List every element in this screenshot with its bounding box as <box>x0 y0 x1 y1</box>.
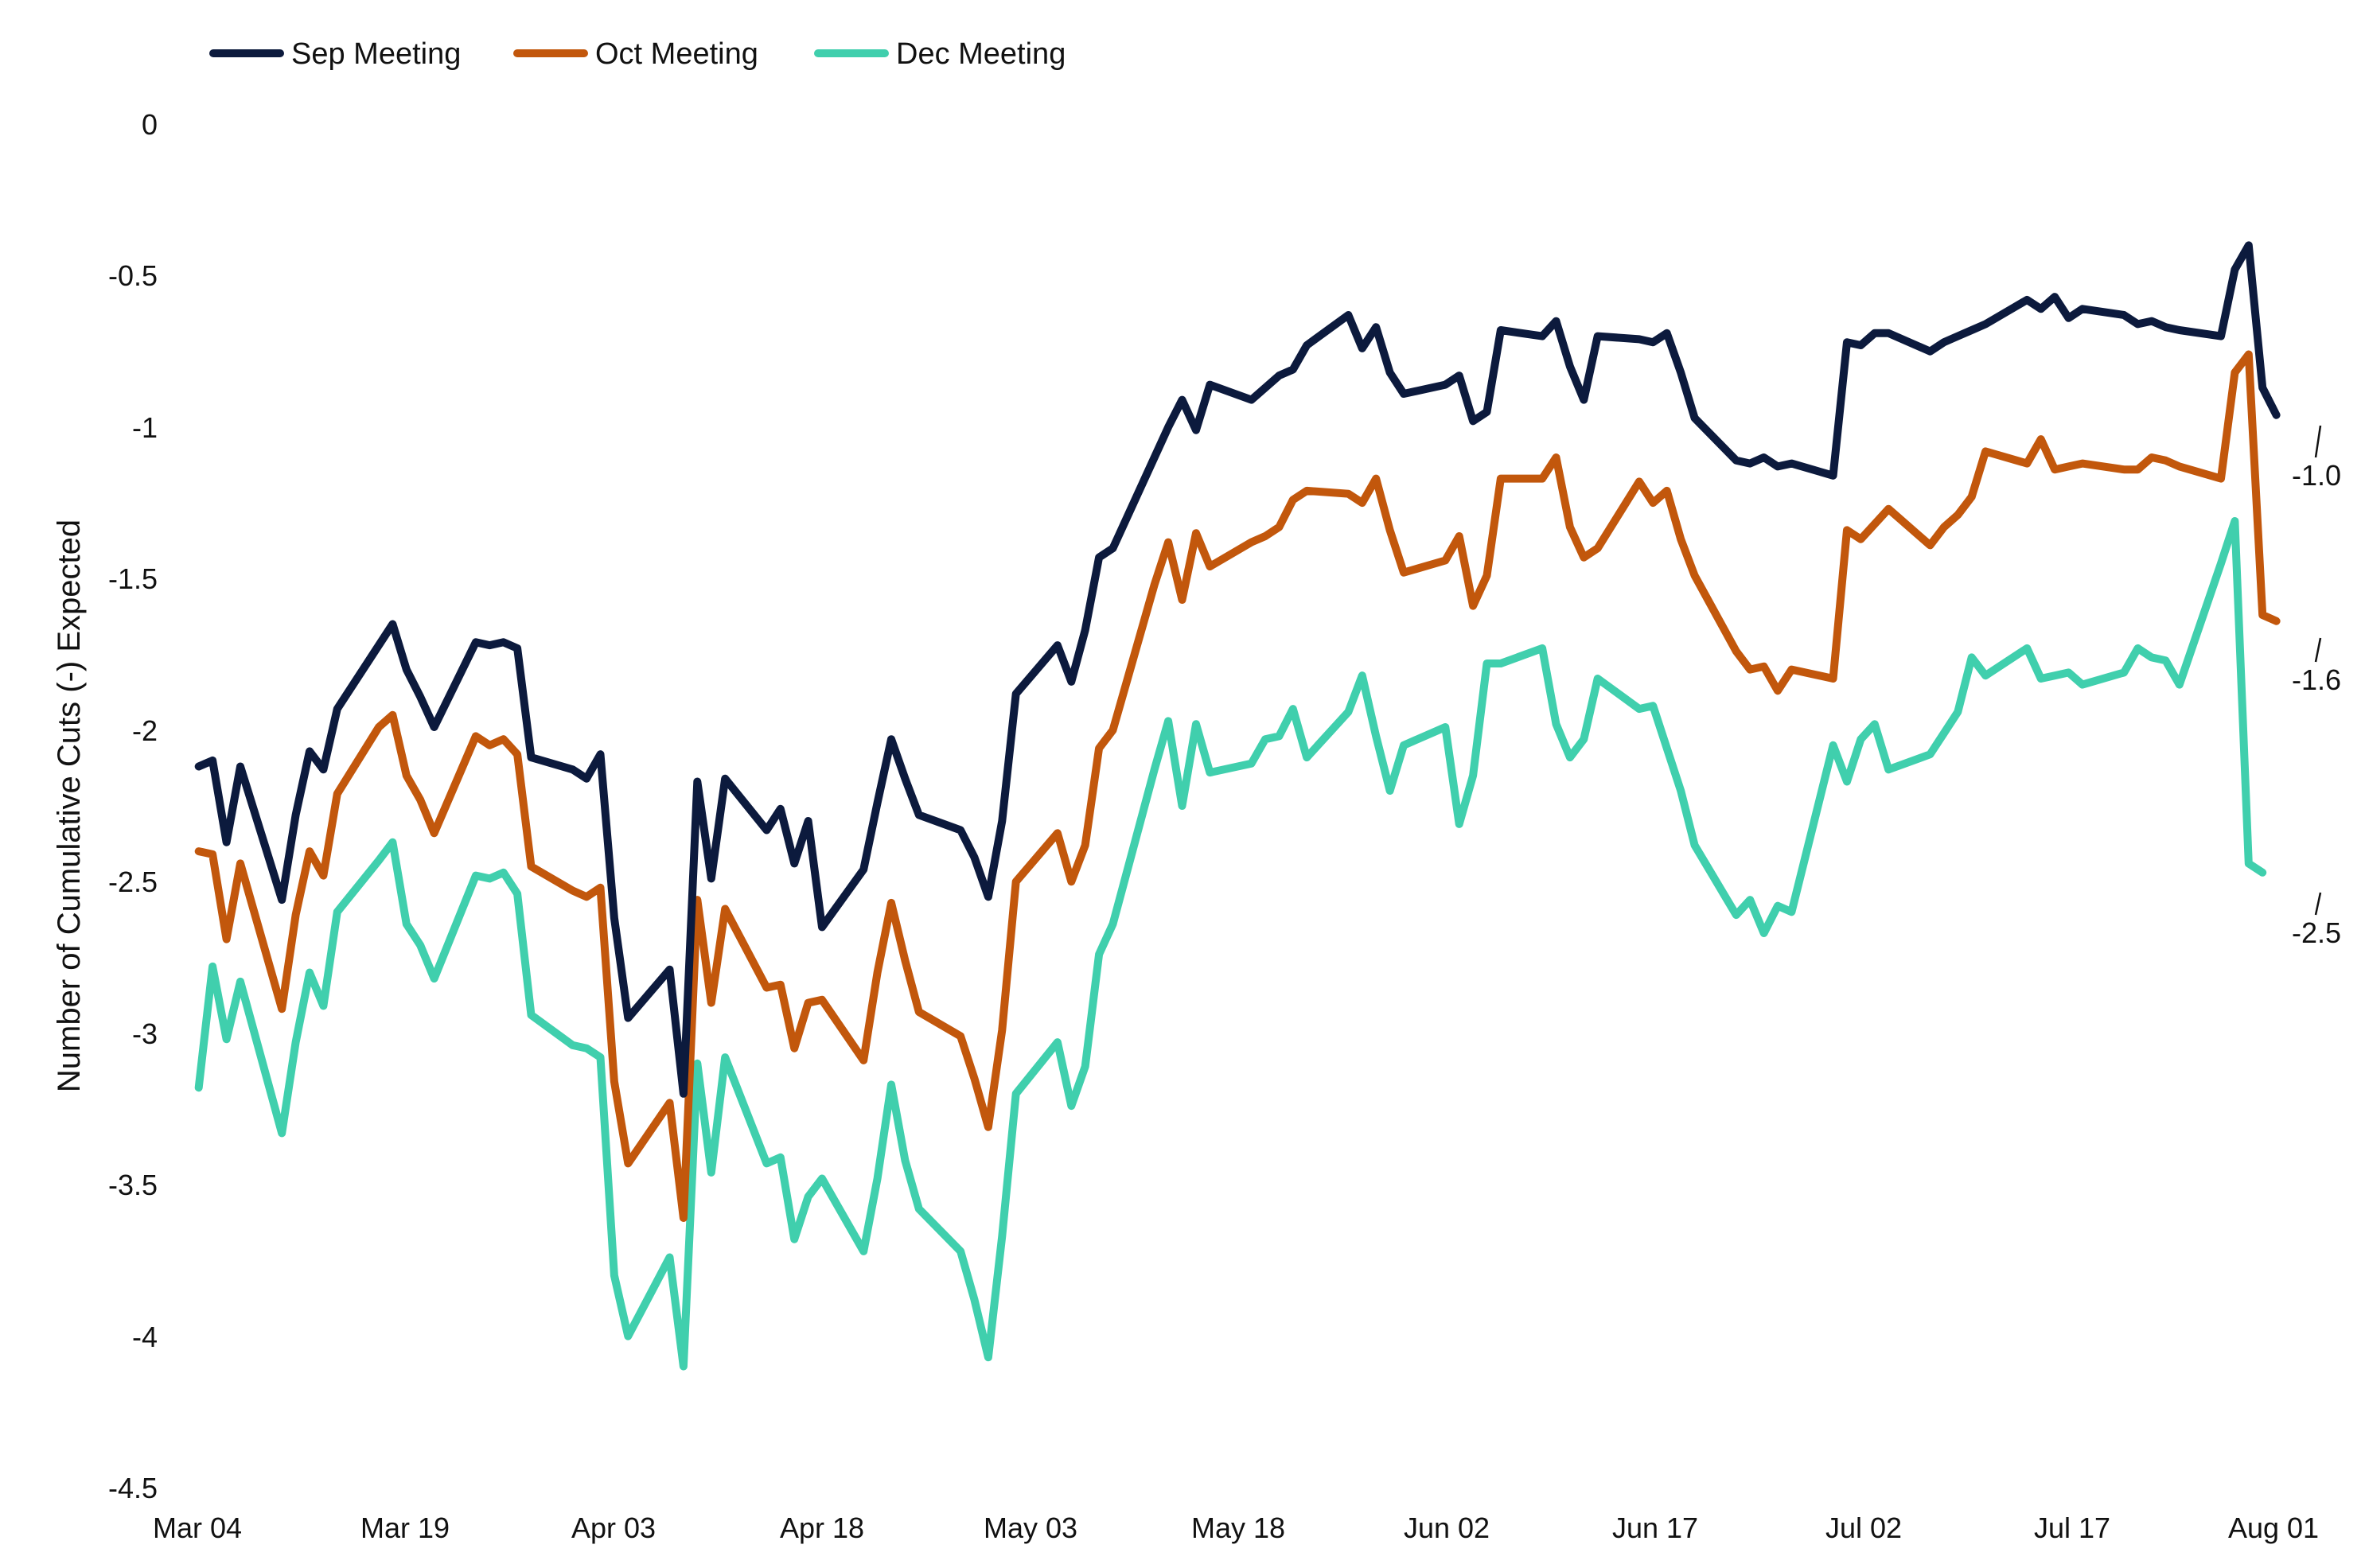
y-tick-label: -3 <box>132 1017 158 1050</box>
y-axis-title: Number of Cumulative Cuts (-) Expected <box>52 519 87 1092</box>
x-tick-label: Jun 17 <box>1612 1512 1698 1544</box>
end-label-oct: -1.6 <box>2292 663 2341 696</box>
end-label-sep: -1.0 <box>2292 459 2341 492</box>
x-tick-label: May 18 <box>1191 1512 1285 1544</box>
legend: Sep Meeting Oct Meeting Dec Meeting <box>209 37 1066 71</box>
x-tick-label: Jul 17 <box>2034 1512 2110 1544</box>
legend-label-dec: Dec Meeting <box>896 37 1066 71</box>
x-tick-label: Mar 04 <box>153 1512 242 1544</box>
y-tick-label: -2.5 <box>108 866 158 898</box>
y-tick-label: -3.5 <box>108 1169 158 1201</box>
y-tick-label: 0 <box>142 108 158 141</box>
legend-item-dec[interactable]: Dec Meeting <box>814 37 1066 71</box>
end-label-dec: -2.5 <box>2292 916 2341 949</box>
y-tick-label: -1.5 <box>108 562 158 595</box>
y-tick-label: -1 <box>132 411 158 444</box>
y-tick-label: -0.5 <box>108 259 158 292</box>
x-tick-label: Jul 02 <box>1825 1512 1902 1544</box>
legend-item-sep[interactable]: Sep Meeting <box>209 37 461 71</box>
y-tick-label: -4 <box>132 1321 158 1353</box>
series-line-sep[interactable] <box>194 241 2281 1098</box>
x-tick-label: Aug 01 <box>2228 1512 2319 1544</box>
legend-label-sep: Sep Meeting <box>291 37 461 71</box>
x-axis-ticks: Mar 04 Mar 19 Apr 03 Apr 18 May 03 May 1… <box>153 1512 2319 1544</box>
x-tick-label: Jun 02 <box>1404 1512 1490 1544</box>
end-label-leader-dec <box>2314 892 2322 916</box>
end-label-leader-sep <box>2314 425 2322 458</box>
x-tick-label: Mar 19 <box>360 1512 450 1544</box>
series-line-oct[interactable] <box>194 350 2281 1222</box>
y-axis-ticks: 0 -0.5 -1 -1.5 -2 -2.5 -3 -3.5 -4 -4.5 <box>108 108 158 1504</box>
y-tick-label: -2 <box>132 714 158 747</box>
legend-item-oct[interactable]: Oct Meeting <box>513 37 758 71</box>
legend-label-oct: Oct Meeting <box>595 37 758 71</box>
series-line-dec[interactable] <box>194 517 2267 1371</box>
end-label-leader-oct <box>2314 637 2322 663</box>
y-tick-label: -4.5 <box>108 1472 158 1504</box>
end-labels: -1.0 -1.6 -2.5 <box>2292 425 2341 949</box>
x-tick-label: Apr 18 <box>780 1512 864 1544</box>
x-tick-label: Apr 03 <box>571 1512 656 1544</box>
x-tick-label: May 03 <box>984 1512 1077 1544</box>
series-lines <box>194 241 2281 1371</box>
